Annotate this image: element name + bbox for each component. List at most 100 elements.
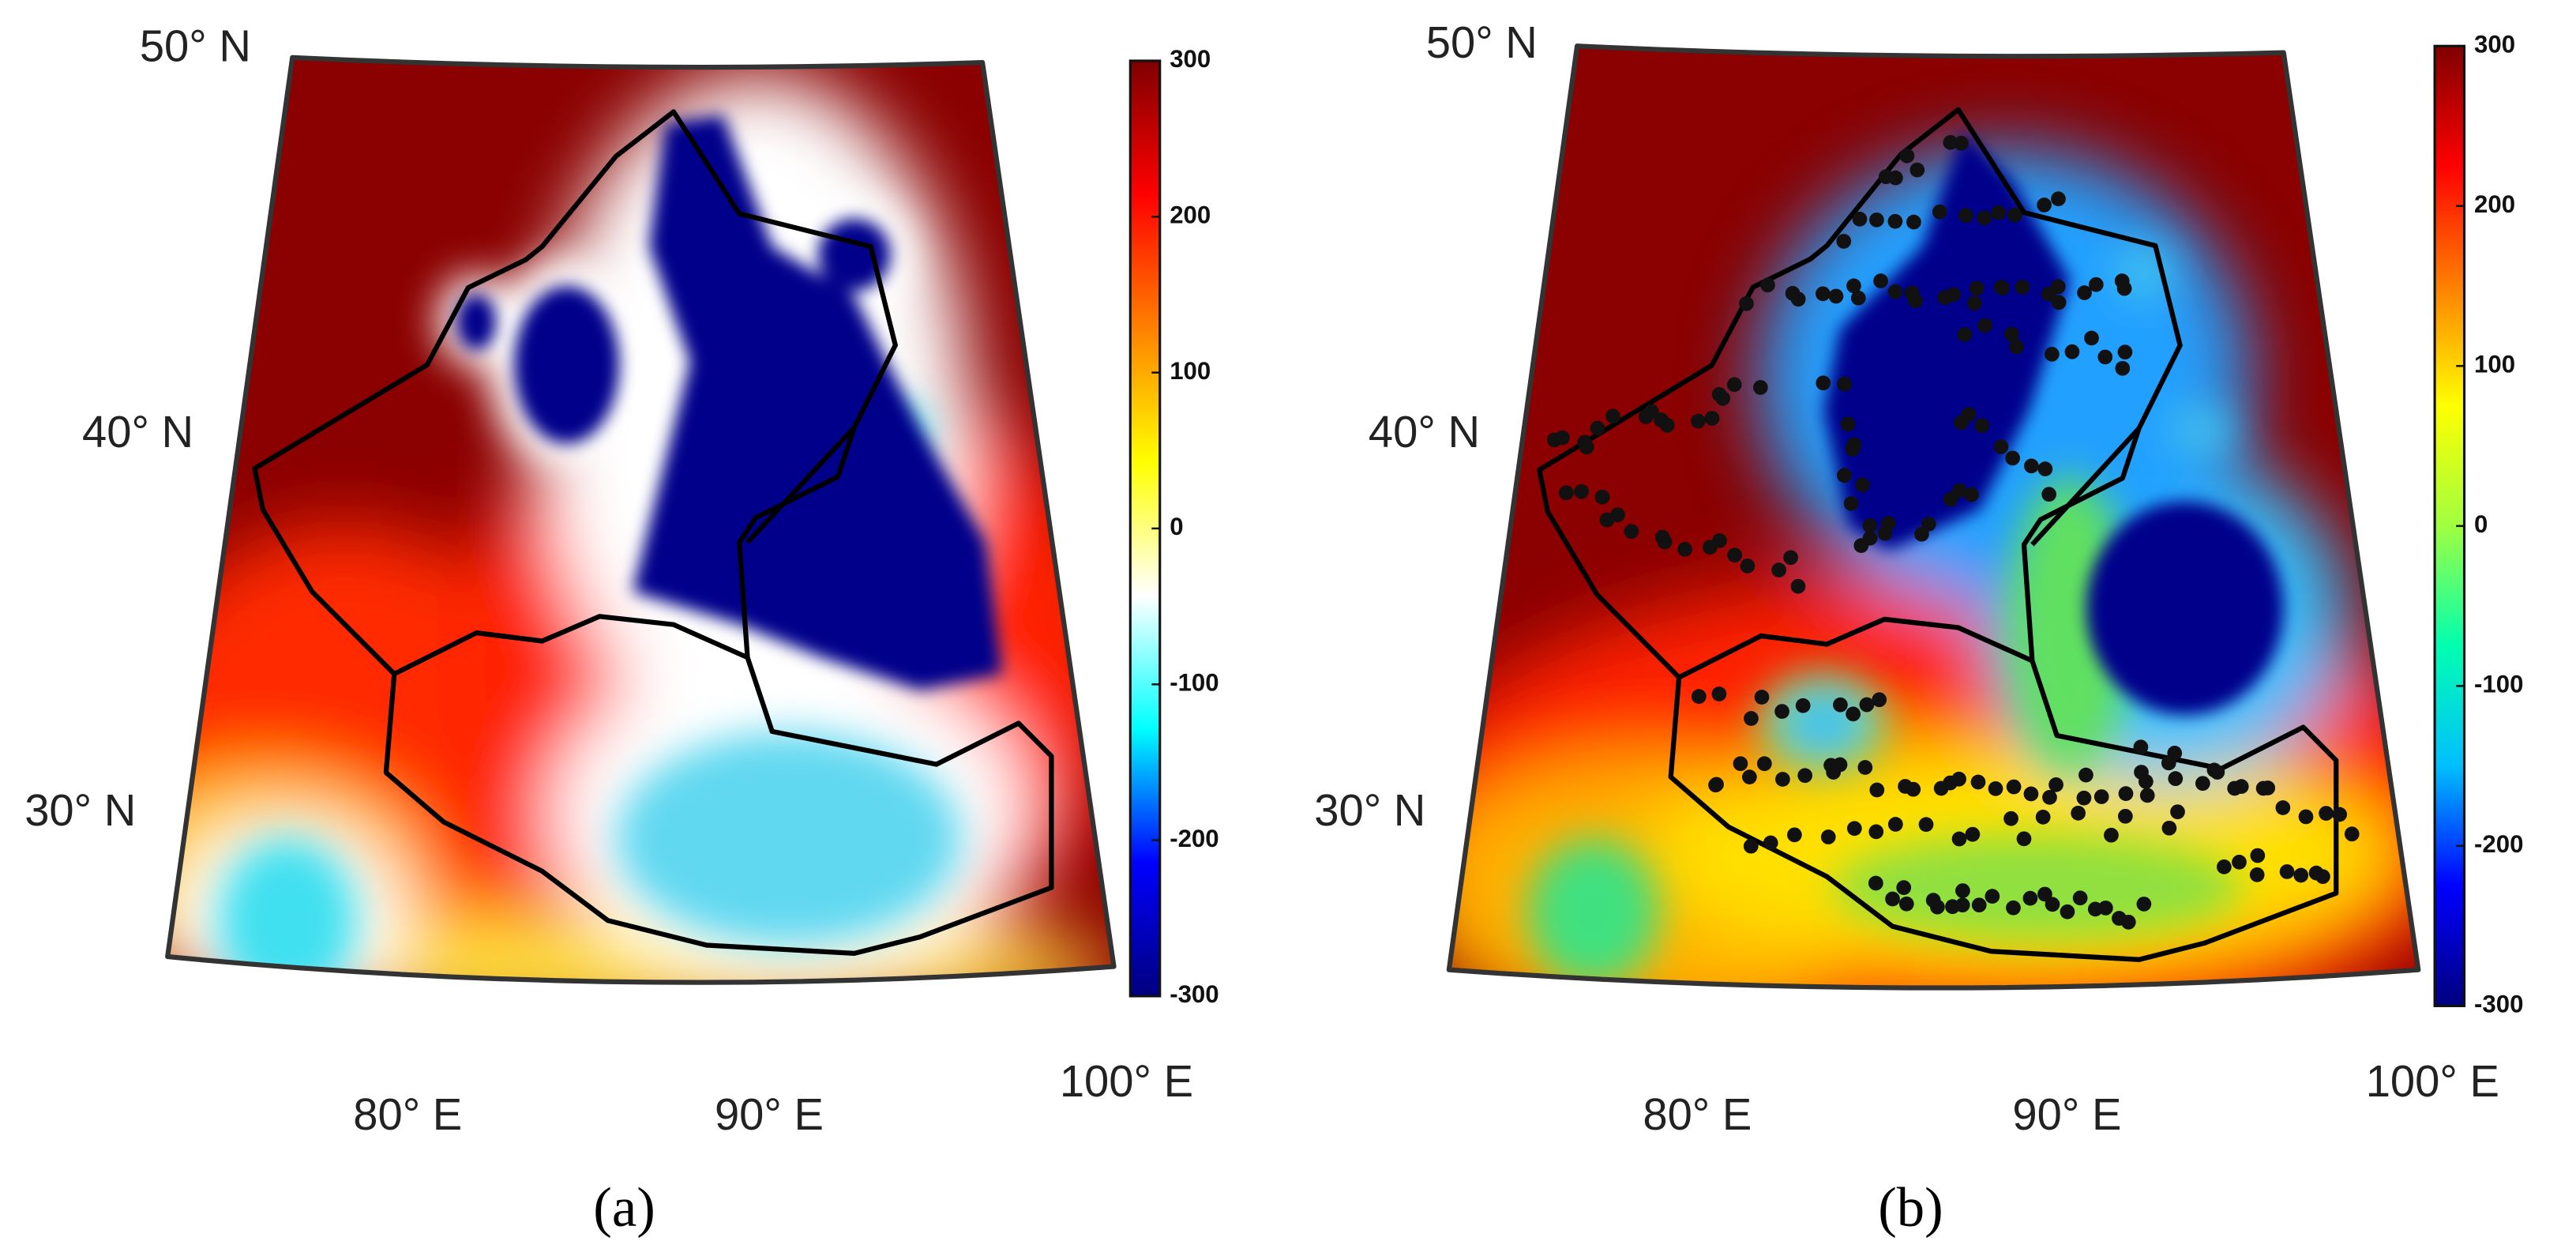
station-dot: [1605, 408, 1620, 424]
station-dot: [1946, 287, 1961, 303]
station-dot: [2042, 790, 2057, 805]
station-dot: [1885, 891, 1900, 907]
station-dot: [1797, 768, 1813, 784]
station-dot: [1969, 280, 1985, 296]
station-dot: [2249, 867, 2265, 882]
station-dot: [2078, 767, 2093, 783]
station-dot: [2206, 762, 2222, 778]
station-dot: [1846, 706, 1861, 722]
longitude-label: 90° E: [715, 1089, 824, 1139]
station-dot: [2009, 339, 2024, 355]
station-dot: [2319, 806, 2334, 821]
station-dot: [1909, 162, 1925, 178]
station-dot: [2232, 855, 2247, 870]
station-dot: [1837, 468, 1852, 483]
station-dot: [2016, 831, 2032, 847]
station-dot: [1691, 413, 1706, 429]
station-dot: [1790, 578, 1806, 594]
station-dot: [1991, 205, 2006, 220]
colorbar-tick-label: -100: [2474, 671, 2523, 698]
station-dot: [2004, 326, 2019, 342]
station-dot: [1954, 135, 1969, 151]
station-dot: [1711, 387, 1727, 402]
station-dot: [1846, 278, 1861, 294]
station-dot: [1932, 204, 1947, 220]
station-dot: [1859, 697, 1875, 713]
station-dot: [1887, 817, 1903, 832]
colorbar-tick-label: 0: [1170, 513, 1183, 540]
station-dot: [1711, 686, 1727, 701]
station-dot: [1783, 550, 1798, 566]
station-dot: [1850, 290, 1866, 306]
station-dot: [1873, 273, 1888, 288]
map-panel-b: [1446, 43, 2421, 991]
station-dot: [1951, 771, 1966, 787]
station-dot: [2161, 820, 2177, 836]
station-dot: [1845, 442, 1861, 457]
station-dot: [1906, 214, 1921, 230]
station-dot: [1704, 411, 1720, 426]
colorbar-tick-label: -300: [1170, 980, 1219, 1008]
station-dot: [1887, 170, 1903, 186]
station-dot: [1740, 558, 1756, 573]
station-dot: [1846, 821, 1862, 837]
colorbar-tick-label: 100: [1170, 357, 1211, 385]
station-dot: [1610, 507, 1625, 523]
station-dot: [1868, 824, 1884, 840]
station-dot: [1840, 416, 1856, 432]
map-panel-a: [165, 55, 1117, 985]
heat-field: [1448, 46, 2419, 988]
station-dot: [1869, 782, 1885, 798]
station-dot: [2064, 344, 2080, 359]
latitude-label: 50° N: [1426, 17, 1538, 67]
colorbar-tick-label: 300: [1170, 45, 1211, 73]
station-dot: [2022, 890, 2038, 906]
station-dot: [2035, 809, 2051, 825]
station-dot: [2050, 279, 2066, 295]
station-dot: [1971, 897, 1987, 913]
station-dot: [1742, 769, 1757, 784]
station-dot: [1869, 212, 1884, 228]
station-dot: [2093, 789, 2109, 804]
station-dot: [1899, 148, 1915, 164]
station-dot: [2037, 461, 2053, 477]
station-dot: [1555, 430, 1570, 446]
station-dot: [2233, 779, 2249, 795]
station-dot: [1756, 756, 1772, 772]
station-dot: [1832, 757, 1848, 773]
longitude-label: 90° E: [2012, 1089, 2121, 1139]
station-dot: [2344, 826, 2360, 842]
station-dot: [1727, 547, 1743, 563]
station-dot: [1918, 817, 1934, 833]
colorbar-tick-label: -200: [1170, 825, 1219, 852]
station-dot: [1594, 489, 1610, 505]
station-dot: [1930, 899, 1945, 915]
station-dot: [1691, 689, 1707, 704]
station-dot: [2048, 777, 2063, 792]
station-dot: [1955, 897, 1970, 913]
station-dot: [1775, 772, 1790, 787]
station-dot: [1590, 420, 1605, 436]
station-dot: [1887, 213, 1903, 229]
station-dot: [1657, 534, 1673, 550]
station-dot: [2117, 344, 2133, 360]
station-dot: [2005, 450, 2021, 466]
station-dot: [2006, 779, 2022, 795]
station-dot: [2260, 780, 2276, 795]
station-dot: [1958, 208, 1973, 224]
panel-labels: 50° N 40° N 30° N 80° E 90° E 100° E (b) 300 200…: [1314, 17, 2523, 1239]
station-dot: [1752, 380, 1768, 395]
colorbar-tick-label: 300: [2474, 30, 2515, 58]
colorbar-tick-label: -200: [2474, 830, 2523, 858]
latitude-label: 30° N: [24, 785, 136, 835]
longitude-label: 80° E: [353, 1089, 462, 1139]
station-dot: [2120, 914, 2136, 930]
station-dot: [2077, 285, 2092, 300]
station-dot: [2051, 191, 2066, 207]
station-dot: [2136, 897, 2152, 912]
station-dot: [1760, 277, 1775, 293]
station-dot: [2134, 765, 2149, 780]
longitude-label: 80° E: [1643, 1089, 1752, 1139]
station-dot: [1943, 135, 1958, 150]
